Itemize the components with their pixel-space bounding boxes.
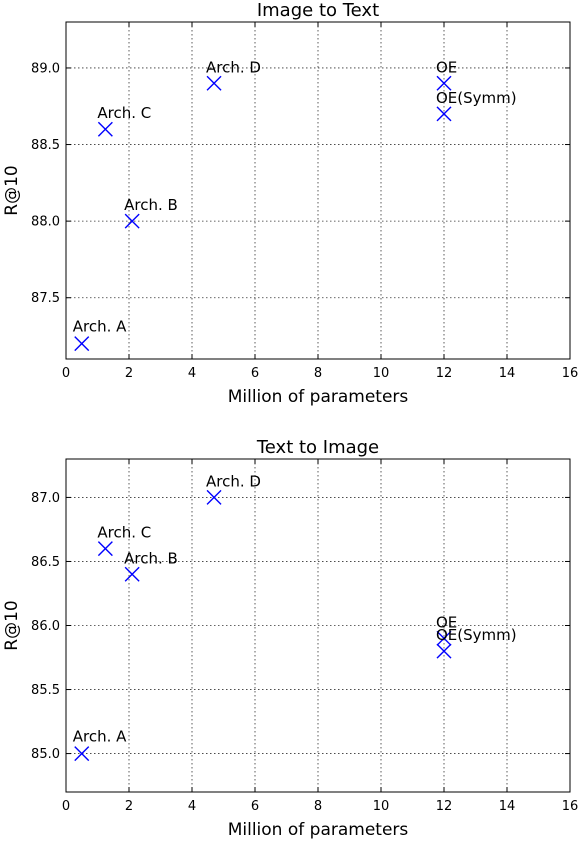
- y-tick-label: 85.5: [31, 683, 60, 698]
- point-arch-d: [206, 75, 222, 91]
- point-oe: [436, 630, 452, 646]
- point-label-arch-c: Arch. C: [97, 104, 151, 122]
- point-arch-c: [97, 121, 113, 137]
- chart-title: Text to Image: [256, 437, 379, 458]
- x-tick-label: 0: [62, 366, 70, 381]
- chart-image-to-text: 0 2 4 6 8 10 12 14 16 87.5 88.0 88.5 89.0 Image to Te…: [2, 0, 578, 407]
- plot-frame: [65, 21, 571, 360]
- point-oe: [436, 75, 452, 91]
- chart-text-to-image: 0 2 4 6 8 10 12 14 16 85.0 85.5 86.0 86.5 87.0 Text to…: [2, 437, 578, 840]
- x-tick-label: 4: [188, 366, 196, 381]
- x-tick-label: 6: [251, 366, 259, 381]
- x-tick-label: 0: [62, 799, 70, 814]
- point-arch-a: [74, 336, 90, 352]
- point-label-oe-symm: OE(Symm): [436, 89, 517, 107]
- x-tick-label: 8: [314, 366, 322, 381]
- plot-frame: [65, 458, 571, 793]
- x-tick-label: 12: [436, 799, 453, 814]
- y-tick-label: 86.0: [31, 619, 60, 634]
- x-tick-label: 2: [125, 799, 133, 814]
- point-label-arch-b: Arch. B: [124, 549, 178, 567]
- x-tick-label: 12: [436, 366, 453, 381]
- x-tick-label: 10: [373, 366, 390, 381]
- point-label-arch-a: Arch. A: [73, 318, 127, 336]
- point-arch-c: [97, 541, 113, 557]
- y-tick-label: 88.0: [31, 215, 60, 230]
- point-arch-b: [124, 566, 140, 582]
- y-tick-label: 89.0: [31, 61, 60, 76]
- point-label-arch-d: Arch. D: [206, 58, 261, 76]
- x-tick-label: 14: [499, 799, 516, 814]
- point-label-arch-b: Arch. B: [124, 196, 178, 214]
- x-tick-label: 6: [251, 799, 259, 814]
- point-arch-a: [74, 746, 90, 762]
- y-tick-label: 87.0: [31, 491, 60, 506]
- point-arch-d: [206, 489, 222, 505]
- point-label-arch-d: Arch. D: [206, 472, 261, 490]
- x-tick-label: 10: [373, 799, 390, 814]
- y-axis-label: R@10: [2, 165, 22, 215]
- x-tick-label: 8: [314, 799, 322, 814]
- point-label-oe: OE: [436, 58, 457, 76]
- point-arch-b: [124, 213, 140, 229]
- y-tick-label: 85.0: [31, 747, 60, 762]
- y-tick-label: 87.5: [31, 291, 60, 306]
- point-label-arch-c: Arch. C: [97, 524, 151, 542]
- x-axis-label: Million of parameters: [228, 387, 409, 407]
- x-axis-label: Million of parameters: [228, 820, 409, 840]
- point-label-oe: OE: [436, 613, 457, 631]
- y-tick-label: 86.5: [31, 555, 60, 570]
- x-tick-label: 16: [562, 366, 578, 381]
- point-oe-symm: [436, 106, 452, 122]
- point-label-oe-symm: OE(Symm): [436, 626, 517, 644]
- point-label-arch-a: Arch. A: [73, 728, 127, 746]
- x-tick-label: 4: [188, 799, 196, 814]
- x-tick-label: 2: [125, 366, 133, 381]
- x-tick-label: 14: [499, 366, 516, 381]
- y-tick-label: 88.5: [31, 138, 60, 153]
- point-oe-symm: [436, 643, 452, 659]
- chart-title: Image to Text: [257, 0, 379, 21]
- y-axis-label: R@10: [2, 600, 22, 650]
- x-tick-label: 16: [562, 799, 578, 814]
